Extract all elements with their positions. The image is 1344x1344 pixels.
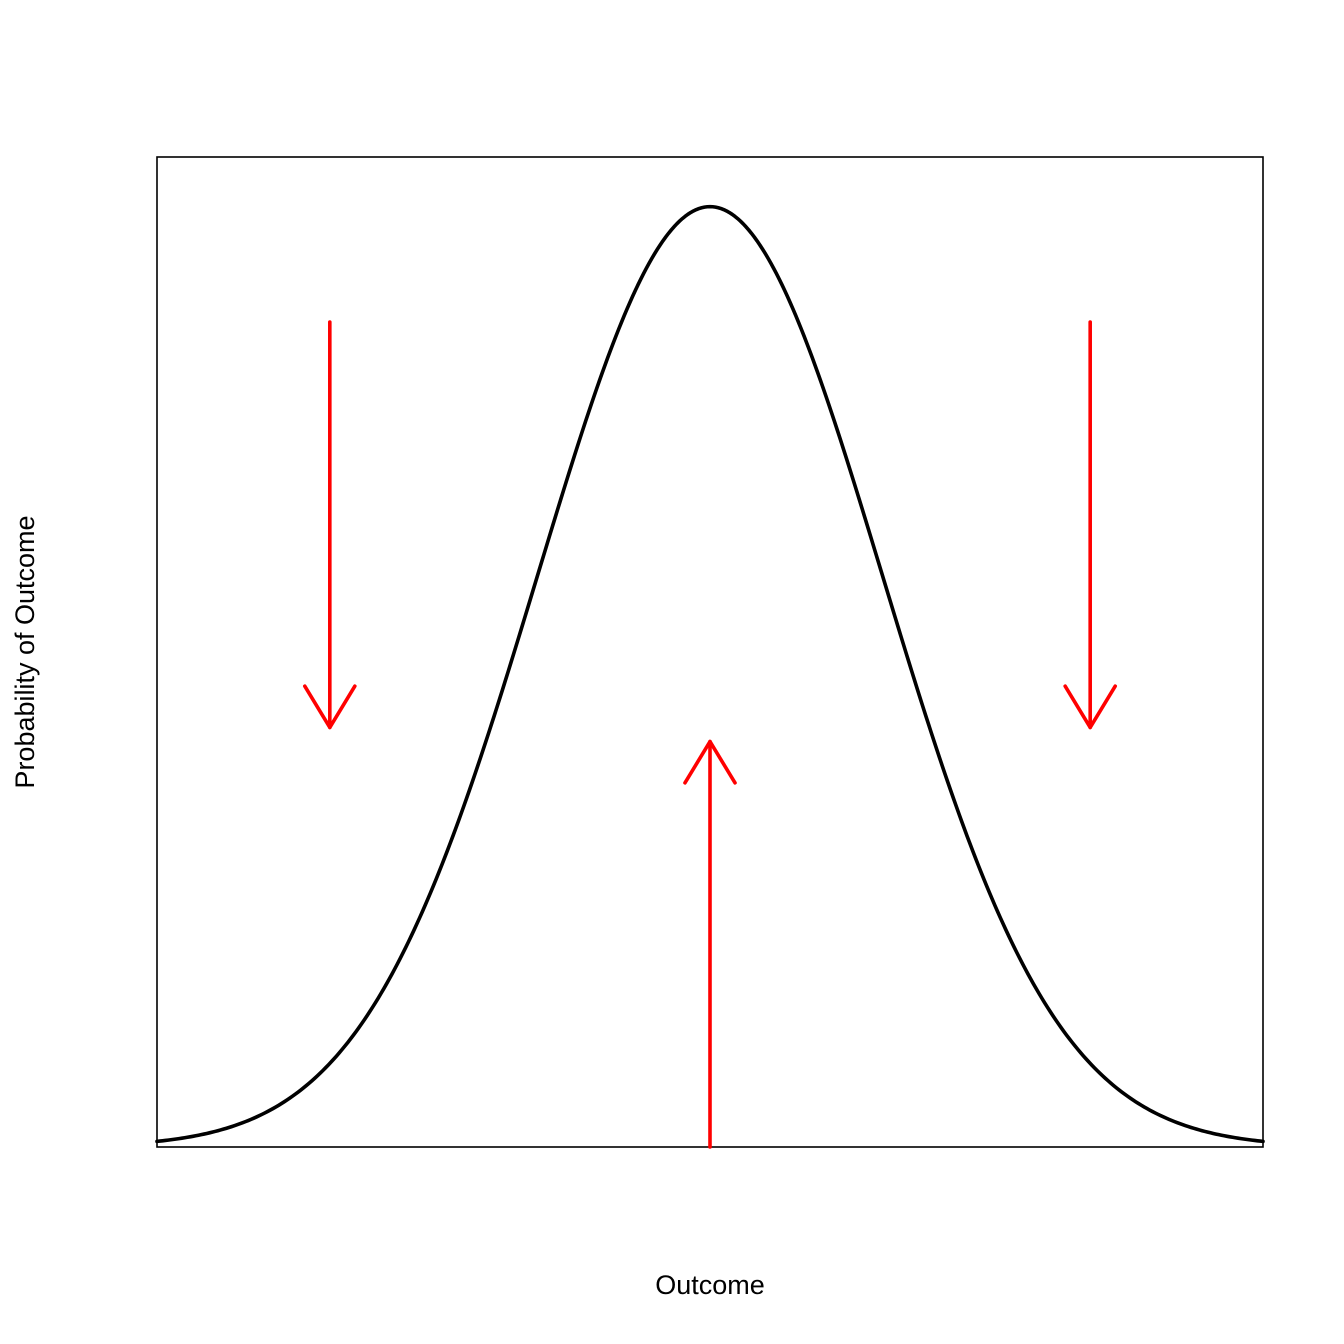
arrow-down-0 — [303, 320, 357, 730]
series-layer — [155, 204, 1265, 1144]
arrow-head — [1063, 684, 1117, 730]
arrow-down-2 — [1063, 320, 1117, 730]
density-curve-0 — [155, 204, 1265, 1144]
arrow-head — [303, 684, 357, 730]
x-axis-label: Outcome — [655, 1270, 765, 1300]
y-axis-label: Probability of Outcome — [10, 515, 40, 788]
annotation-layer — [303, 320, 1117, 1149]
arrow-up-1 — [683, 739, 737, 1149]
arrow-head — [683, 739, 737, 785]
